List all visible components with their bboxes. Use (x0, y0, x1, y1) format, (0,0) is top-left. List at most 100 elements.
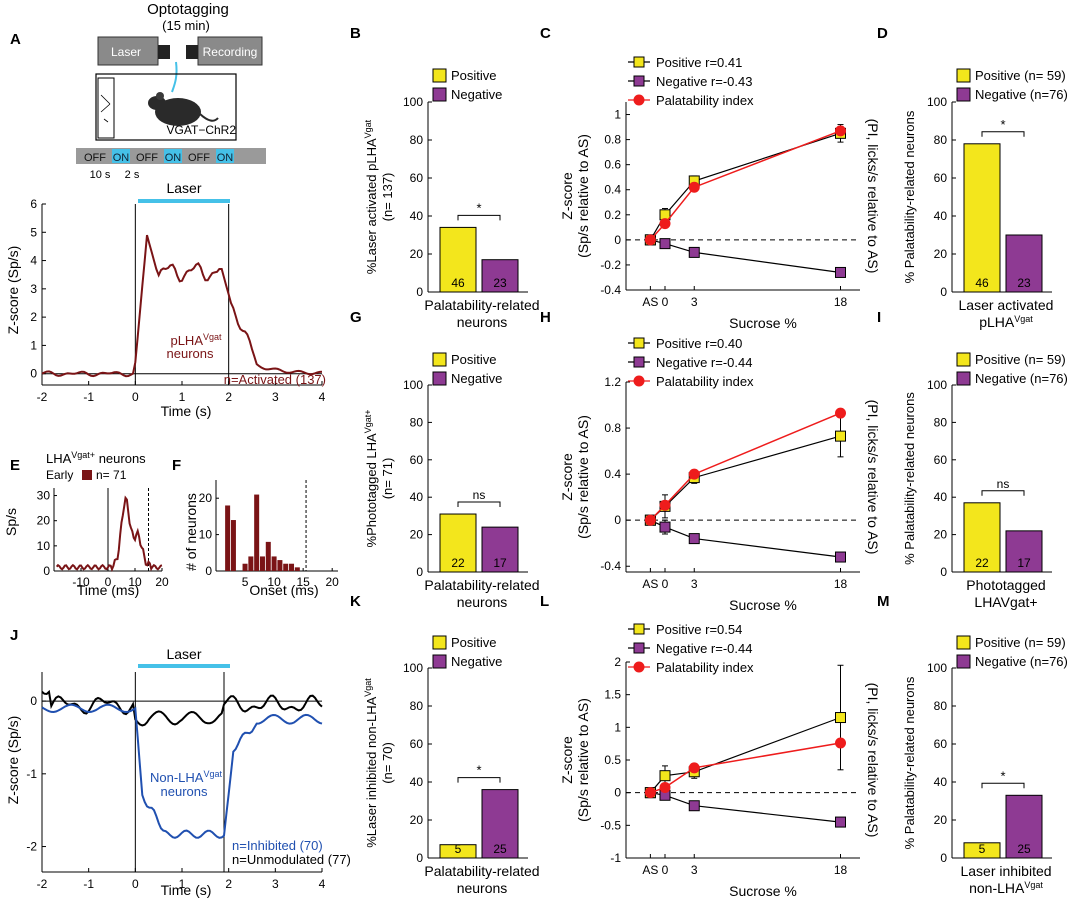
line-ytick-label: 0.5 (604, 753, 621, 767)
nonLHA-label-main: Non-LHA (150, 770, 204, 785)
panel-e-title-main: LHA (46, 451, 72, 466)
bar-ytick-label: 20 (934, 813, 948, 827)
bar-negative (1005, 794, 1043, 859)
bar-ytick-label: 80 (410, 415, 424, 429)
onset-histogram-bar (254, 494, 260, 571)
protocol-on-segment (164, 149, 182, 163)
panel-a-xtick-label: 0 (132, 390, 139, 404)
panel-letter-d: D (877, 25, 888, 42)
bar-panel-g: G 0 20 40 60 80 100 22 17 ns Positive Negative %Phot… (350, 309, 540, 610)
bar-count-label: 22 (451, 556, 465, 570)
panel-j-xtick-label: 2 (225, 877, 232, 891)
positive-series-line (649, 716, 841, 794)
panel-letter-j: J (10, 627, 18, 644)
bar-negative (481, 526, 519, 573)
legend-early: Early (46, 468, 73, 482)
negative-point (659, 521, 671, 533)
line-xtick-label: 0 (662, 863, 669, 877)
line-ytick-label: -0.5 (600, 818, 621, 832)
panel-j: J Laser -2 -1 0 -2 -1 0 1 2 3 4 Z-score (Sp/s) Ti… (5, 627, 351, 898)
line-ytick-label: 2 (614, 655, 621, 669)
line-panels: C -0.4 -0.2 0 0.2 0.4 0.6 0.8 1 AS 0 3 18 Positive r=… (540, 25, 881, 899)
optic-fiber (171, 61, 178, 93)
bar-positive (963, 143, 1001, 293)
line-ytick-label: -0.4 (600, 283, 621, 297)
line-xtick-label: 18 (834, 863, 848, 877)
legend-label-positive: Positive (n= 59) (975, 68, 1066, 83)
on-duration-label: 2 s (125, 169, 140, 181)
bar-negative (481, 259, 519, 293)
line-ytick-label: 0.4 (604, 467, 621, 481)
panel-j-xtick-label: -1 (83, 877, 94, 891)
optotagging-title: Optotagging (147, 1, 229, 18)
bar-xlabel-1: Laser inhibited (960, 863, 1051, 879)
bar-ytick-label: 20 (410, 528, 424, 542)
panel-a-ytick-label: 3 (30, 282, 37, 296)
panel-f-xtick-label: 5 (242, 575, 249, 589)
activated-trace (41, 234, 323, 378)
bar-ytick-label: 100 (403, 95, 423, 109)
panel-j-axes: -2 -1 0 -2 -1 0 1 2 3 4 (26, 672, 326, 891)
bar-xlabel-2-sup: Vgat (1014, 314, 1033, 324)
legend-label-palatability: Palatability index (656, 660, 754, 675)
bar-count-label: 5 (979, 842, 986, 856)
mouse-tail (199, 113, 219, 122)
legend-label-negative: Negative (451, 371, 502, 386)
palatability-point (688, 468, 700, 480)
bar-count-label: 46 (975, 276, 989, 290)
bar-ytick-label: 60 (410, 171, 424, 185)
line-ytick-label: 0.6 (604, 158, 621, 172)
negative-series-line (650, 792, 841, 823)
positive-series-line (649, 435, 841, 521)
panel-j-xtick-label: -2 (37, 877, 48, 891)
bar-ytick-label: 100 (927, 378, 947, 392)
legend-label-negative: Negative (451, 87, 502, 102)
bar-count-label: 17 (1017, 556, 1031, 570)
protocol-label: OFF (188, 152, 210, 164)
palatability-point (659, 499, 671, 511)
legend-swatch-negative (956, 371, 971, 386)
line-xtick-label: 3 (691, 863, 698, 877)
line-panel-l: L -1 -0.5 0 0.5 1 1.5 2 AS 0 3 18 Positive r=0.54 Neg… (540, 593, 881, 899)
bar-ylabel-sup: Vgat (363, 119, 373, 138)
palatability-point (644, 234, 656, 246)
bar-xlabel-2-sup: Vgat (1024, 880, 1043, 890)
panel-e-xtick-label: 20 (155, 575, 169, 589)
panel-e-title-rest: neurons (95, 451, 146, 466)
early-trace (55, 495, 163, 573)
panel-f: F 0 10 20 5 10 15 20 # of neurons Onset (ms) (172, 457, 339, 598)
unmodulated-count: n=Unmodulated (77) (232, 852, 351, 867)
panel-letter-c: C (540, 25, 551, 42)
laser-bar-label: Laser (166, 180, 201, 196)
legend-swatch-positive (956, 635, 971, 650)
bar-count-label: 23 (493, 276, 507, 290)
bar-ytick-label: 100 (403, 661, 423, 675)
line-ylabel-2: (Sp/s relative to AS) (575, 698, 591, 822)
protocol-label: ON (165, 152, 182, 164)
panel-a-trace: Laser 0 1 2 3 4 5 6 -2 -1 0 1 2 3 4 Z-score (Sp/s) Ti… (5, 180, 326, 419)
significance-bracket (457, 501, 501, 508)
line-xtick-label: 0 (662, 577, 669, 591)
pLHA-label-sup: Vgat (203, 332, 222, 342)
protocol-on-segment (112, 149, 130, 163)
panel-a-ylabel: Z-score (Sp/s) (5, 246, 21, 335)
bar-ylabel-n: (n= 137) (380, 173, 395, 222)
bar-panel-i: I 0 20 40 60 80 100 22 17 ns Positive (n= 59) Negat… (877, 309, 1068, 610)
palatability-series-line (649, 130, 841, 241)
bar-negative (1005, 530, 1043, 573)
panel-letter-m: M (877, 593, 890, 610)
bar-count-label: 23 (1017, 276, 1031, 290)
bar-count-label: 25 (1017, 842, 1031, 856)
line-xtick-label: 18 (834, 577, 848, 591)
bar-ytick-label: 40 (410, 490, 424, 504)
bar-panel-m: M 0 20 40 60 80 100 5 25 * Positive (n= 59) Negativ… (877, 593, 1068, 896)
activated-count: n=Activated (137) (224, 372, 326, 387)
bar-ytick-label: 20 (410, 247, 424, 261)
laser-bar-label-j: Laser (166, 646, 201, 662)
panel-letter-i: I (877, 309, 881, 326)
legend-swatch-negative (432, 87, 447, 102)
panel-j-xtick-label: 0 (132, 877, 139, 891)
bar-ylabel: % Palatability-related neurons (902, 110, 917, 283)
significance-bracket (457, 777, 501, 783)
bar-ytick-label: 60 (934, 737, 948, 751)
